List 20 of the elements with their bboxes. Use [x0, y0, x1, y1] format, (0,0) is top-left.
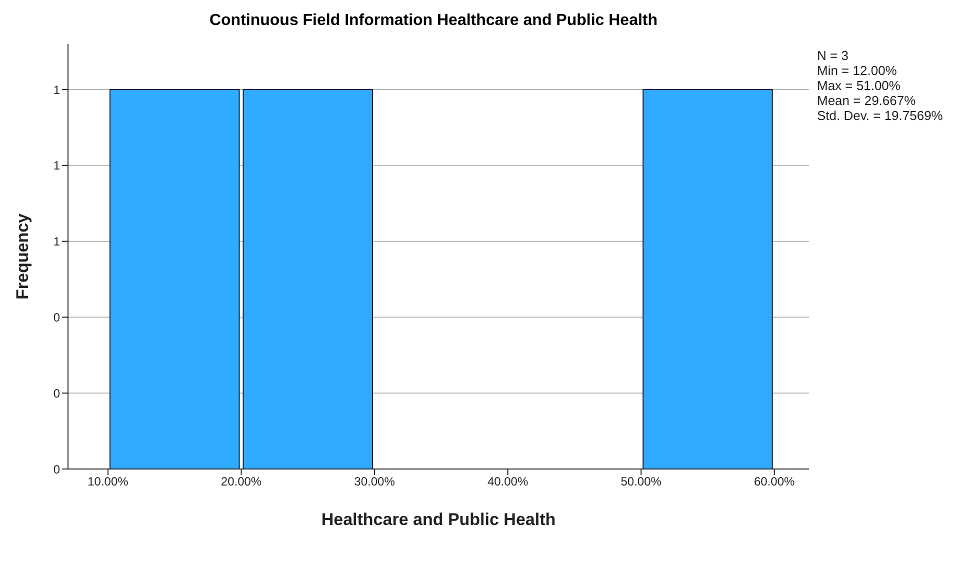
y-tick-label: 1	[53, 158, 60, 173]
y-tick-label: 0	[53, 310, 60, 324]
text: Std. Dev. = 19.7569%	[817, 108, 943, 123]
x-tick-label: 50.00%	[620, 474, 662, 489]
text: Min = 12.00%	[817, 63, 898, 78]
x-tick-label: 40.00%	[487, 474, 528, 489]
y-tick-label: 0	[53, 462, 60, 476]
y-tick-label: 1	[53, 82, 60, 97]
y-tick-label: 1	[53, 234, 60, 249]
y-axis-title: Frequency	[13, 212, 32, 300]
x-axis-title: Healthcare and Public Health	[321, 510, 556, 529]
x-tick-label: 20.00%	[220, 474, 262, 489]
x-tick-label: 30.00%	[354, 474, 396, 489]
chart-title: Continuous Field Information Healthcare and Public Health	[208, 11, 659, 31]
text: Max = 51.00%	[817, 78, 902, 93]
text: N = 3	[817, 48, 850, 63]
y-tick-label: 0	[53, 386, 60, 400]
x-tick-label: 60.00%	[754, 474, 796, 489]
x-tick-label: 10.00%	[88, 474, 129, 489]
text: Mean = 29.667%	[817, 93, 917, 108]
